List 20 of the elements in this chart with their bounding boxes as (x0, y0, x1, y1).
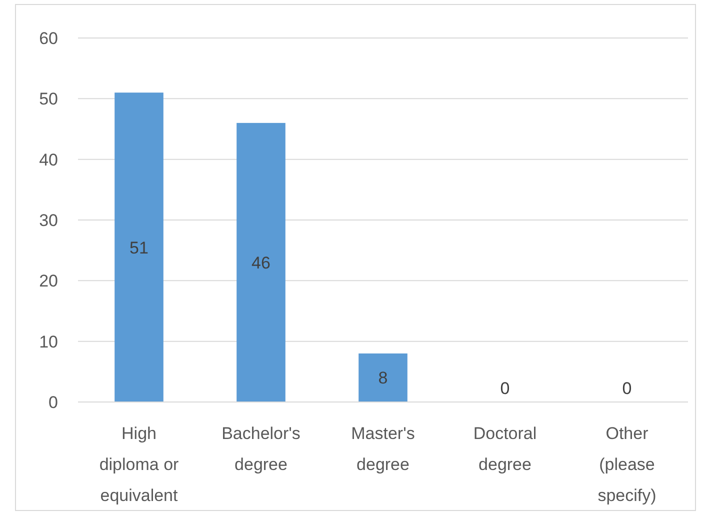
y-tick-label: 40 (39, 150, 58, 170)
bar (358, 353, 408, 402)
bar (236, 122, 286, 402)
data-label: 0 (500, 379, 510, 398)
x-tick-label: Bachelor's degree (222, 424, 300, 474)
bar (114, 92, 164, 402)
y-tick-label: 50 (39, 90, 58, 109)
data-label: 0 (622, 379, 632, 398)
y-tick-label: 0 (48, 393, 58, 412)
y-tick-label: 20 (39, 272, 58, 291)
x-tick-label: Master's degree (351, 424, 415, 474)
x-tick-label: Other (please specify) (598, 424, 656, 505)
x-tick-label: High diploma or equivalent (99, 424, 180, 505)
y-tick-label: 30 (39, 211, 58, 230)
data-label: 8 (378, 368, 388, 388)
data-label: 51 (130, 238, 148, 258)
x-tick-label: Doctoral degree (473, 424, 537, 474)
data-label: 46 (252, 253, 270, 272)
y-tick-label: 60 (39, 29, 58, 48)
y-tick-label: 10 (39, 332, 58, 352)
